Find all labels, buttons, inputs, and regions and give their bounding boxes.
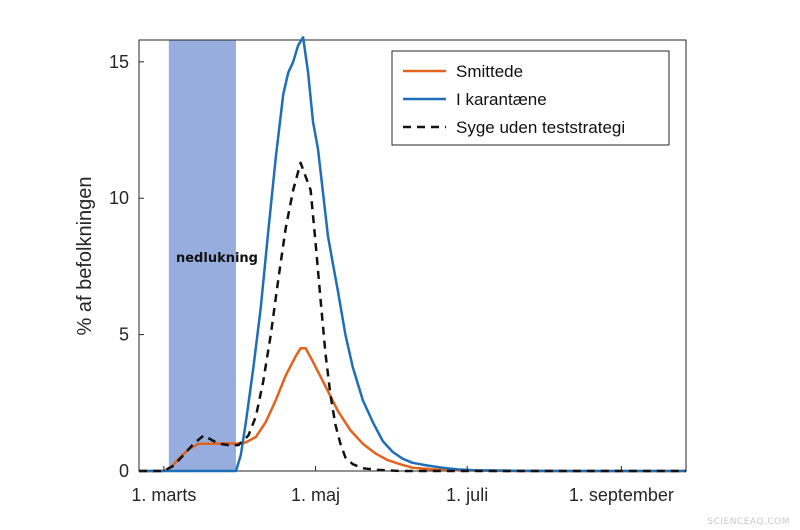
x-tick-label: 1. marts (131, 485, 196, 505)
legend-label-syge: Syge uden teststrategi (456, 118, 625, 137)
legend-label-karantaene: I karantæne (456, 90, 547, 109)
x-tick-label: 1. juli (446, 485, 488, 505)
series-line-0 (139, 346, 686, 473)
series-line-1 (139, 36, 686, 473)
lockdown-shaded-region (168, 40, 236, 471)
y-tick-label: 10 (109, 188, 129, 208)
lockdown-annotation: nedlukning (176, 251, 258, 266)
x-tick-label: 1. september (569, 485, 674, 505)
legend: Smittede I karantæne Syge uden teststrat… (391, 50, 670, 146)
series-line-2 (139, 161, 686, 473)
y-tick-label: 0 (119, 461, 129, 481)
y-tick-label: 15 (109, 52, 129, 72)
watermark: SCIENCEAQ.COM (707, 517, 790, 527)
y-tick-label: 5 (119, 325, 129, 345)
legend-label-smittede: Smittede (456, 62, 523, 81)
x-tick-label: 1. maj (291, 485, 340, 505)
y-axis-label: % af befolkningen (74, 176, 96, 335)
